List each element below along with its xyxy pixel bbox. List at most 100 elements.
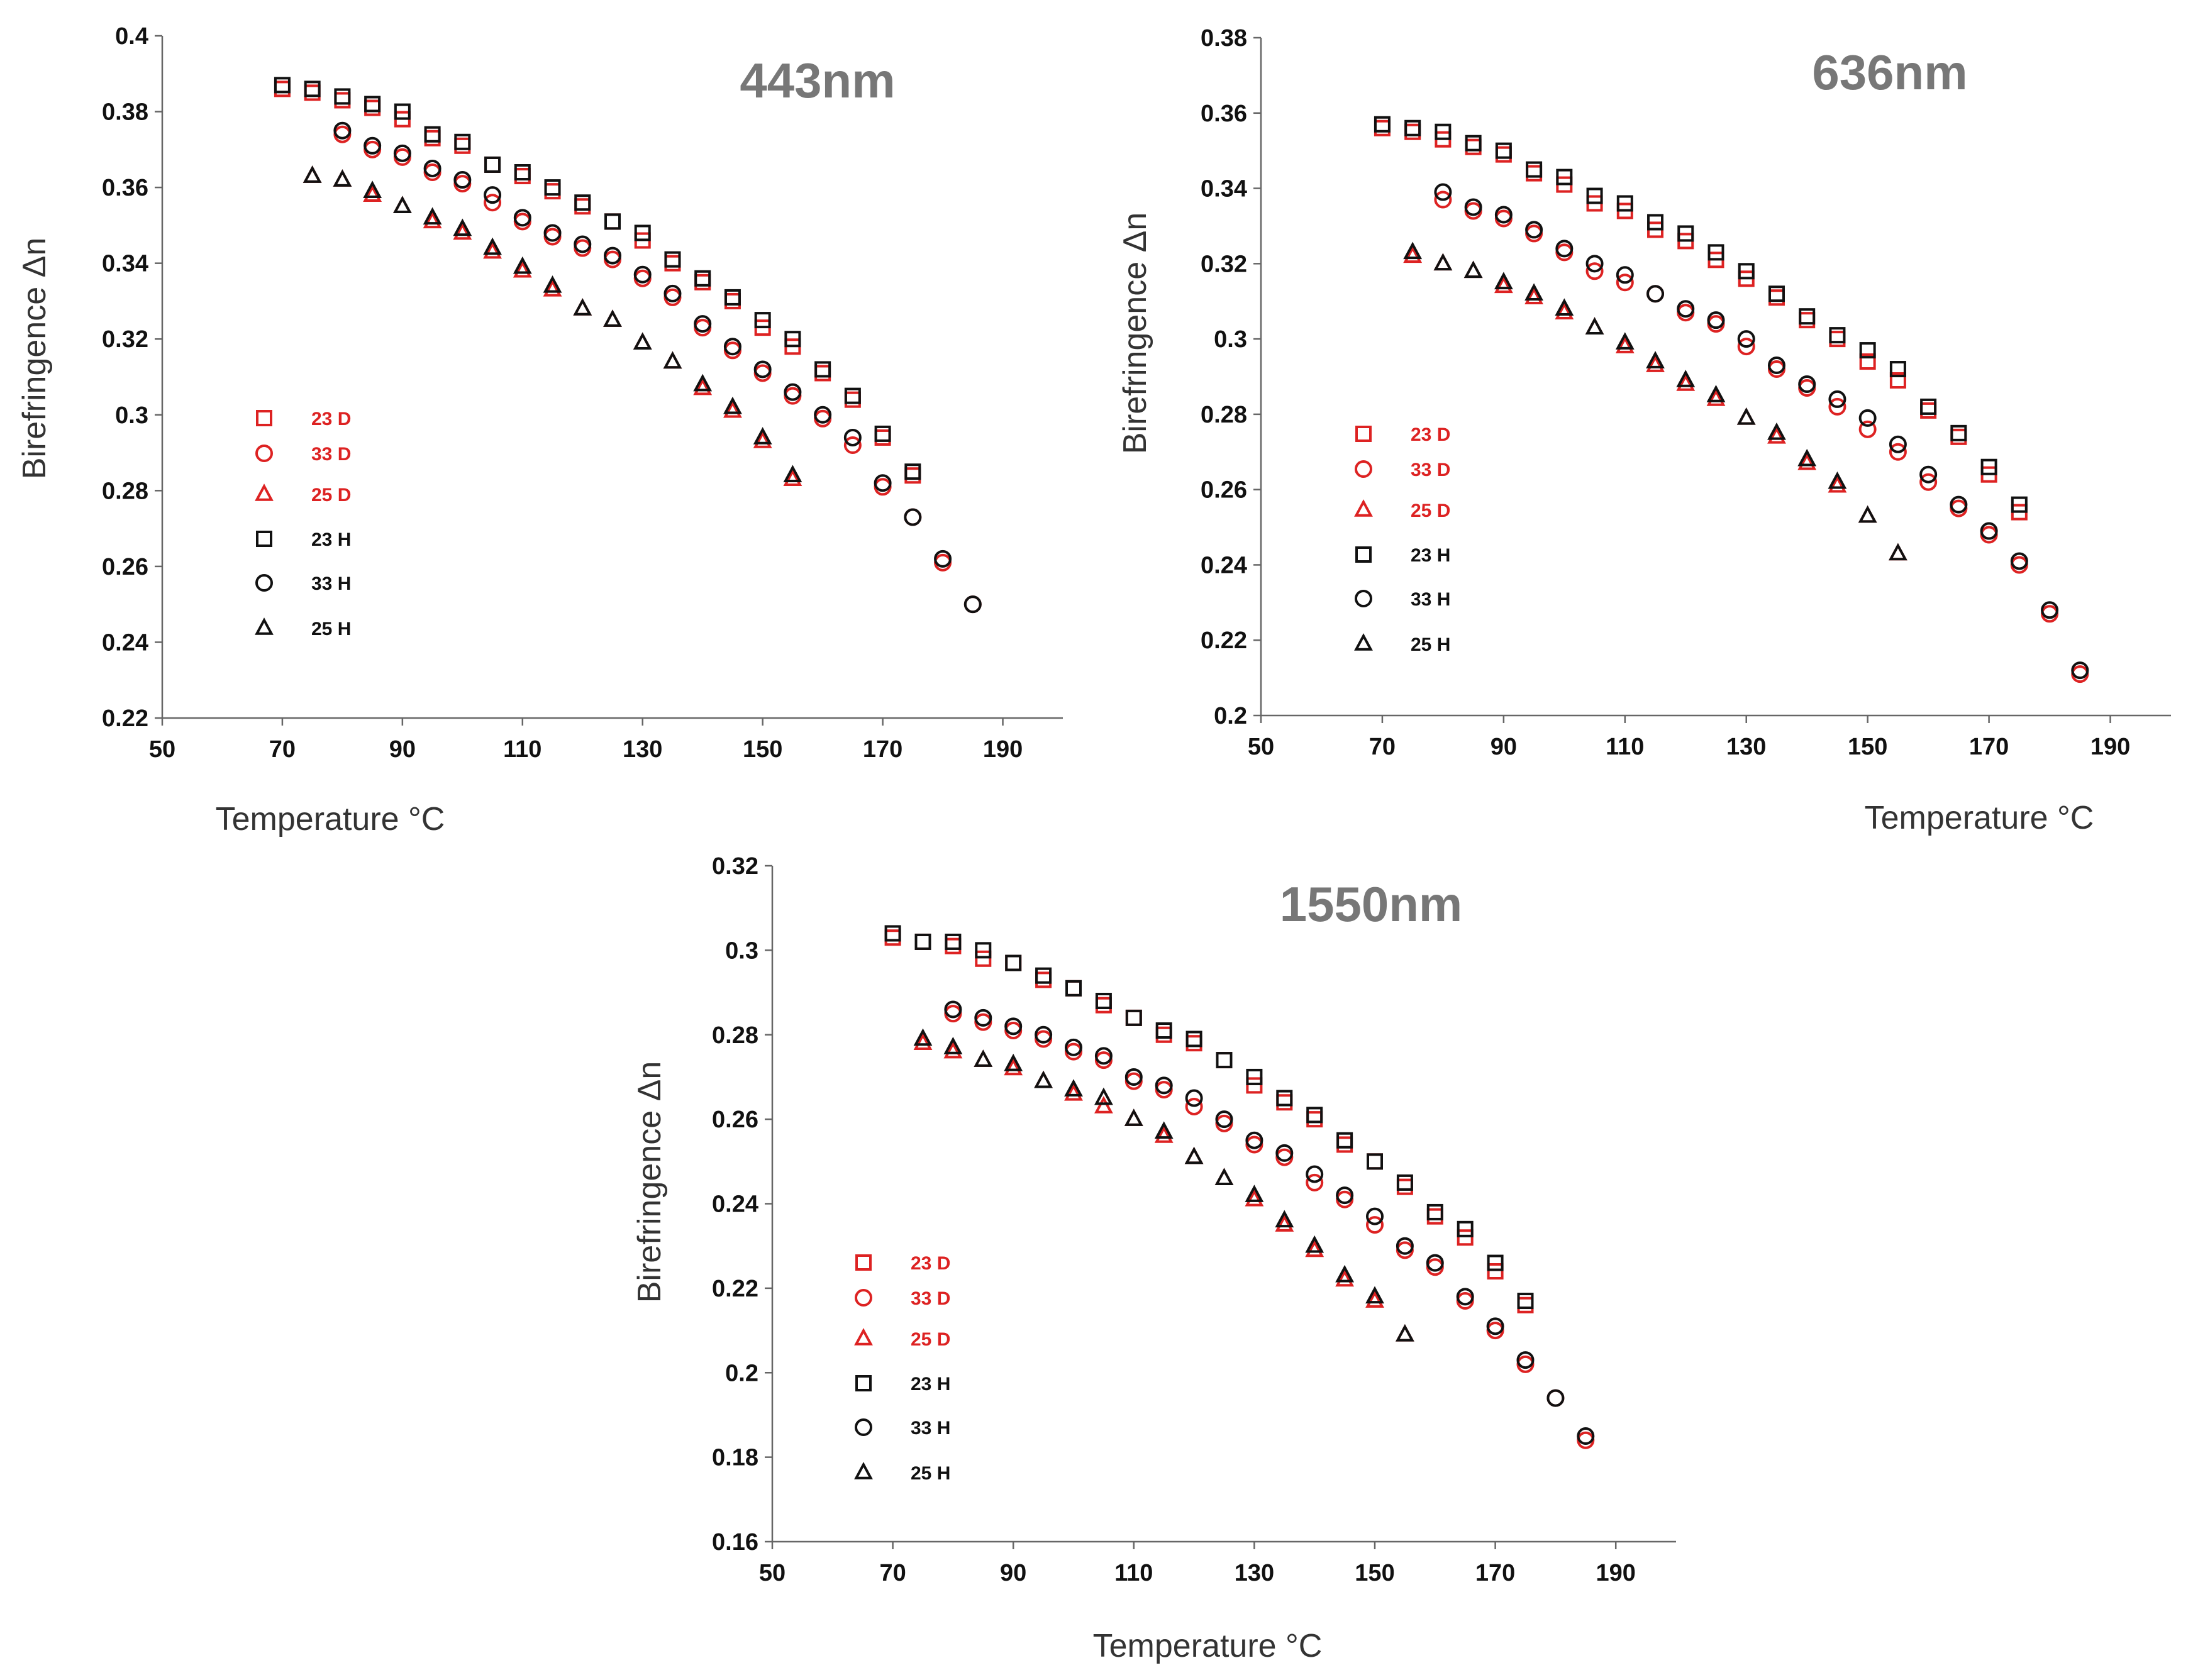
data-point [904,467,921,484]
data-point [1526,161,1543,178]
data-point [1646,285,1665,303]
data-point [333,169,352,187]
series-25-D [303,165,802,487]
data-point [974,1009,992,1027]
data-point [1615,332,1635,350]
data-point [1585,262,1604,280]
legend-marker [854,1328,873,1346]
data-point [574,198,591,215]
x-tick-label: 130 [1726,734,1766,760]
data-point [1396,1237,1414,1255]
y-tick-label: 0.34 [102,251,148,277]
data-point [663,284,682,302]
data-point [1676,370,1696,387]
y-tick-label: 0.28 [102,478,148,504]
data-point [1275,1210,1294,1228]
data-point [1004,1053,1023,1071]
data-point [1465,138,1482,155]
series-23-H [274,77,921,480]
data-point [664,251,681,268]
data-point [1526,165,1543,182]
data-point [694,274,711,290]
x-tick-label: 110 [503,736,541,763]
y-tick-label: 0.32 [102,326,148,353]
x-tick-label: 170 [1969,734,2009,760]
data-point [1403,245,1423,263]
data-point [1950,428,1967,445]
data-point [844,387,861,404]
data-point [274,77,291,94]
data-point [1374,116,1391,133]
y-tick-label: 0.3 [1214,326,1247,353]
series-33-H [1434,183,2089,680]
data-point [1828,471,1847,489]
data-point [1889,361,1906,378]
y-axis-title: Birefringence Δn [16,238,53,480]
legend-label: 25 H [911,1463,950,1484]
data-point [1950,424,1967,441]
data-point [484,156,501,173]
data-point [1035,967,1052,984]
y-tick-label: 0.3 [725,937,758,964]
legend-label: 33 D [311,444,351,465]
data-point [573,298,592,316]
data-point [1306,1165,1324,1183]
data-point [1275,1144,1294,1162]
y-tick-label: 0.24 [102,629,148,656]
data-point [604,213,621,230]
data-point [1403,241,1423,260]
data-point [1677,225,1694,242]
y-tick-label: 0.22 [1201,627,1247,654]
legend-label: 23 H [911,1374,950,1395]
data-point [1858,505,1877,523]
data-point [1707,311,1725,329]
data-point [1404,119,1421,136]
data-point [1185,1031,1202,1047]
data-point [1767,426,1786,444]
series-25-H [1403,241,1907,561]
legend-marker [854,1462,873,1479]
data-point [1216,1052,1233,1069]
data-point [1276,1094,1293,1111]
y-tick-label: 0.22 [712,1276,758,1302]
data-point [453,218,472,236]
data-point [604,213,621,230]
data-point [1396,1324,1414,1342]
data-point [304,84,321,101]
data-point [303,165,322,183]
y-tick-label: 0.24 [712,1191,758,1218]
y-axis-title: Birefringence Δn [631,1061,668,1303]
data-point [1858,420,1877,438]
series-25-H [303,165,802,483]
data-point [1095,993,1112,1009]
y-tick-label: 0.2 [725,1360,758,1386]
legend-label: 23 H [311,529,351,550]
data-point [753,360,772,379]
legend-marker [1355,546,1372,563]
data-point [1859,342,1876,359]
data-point [1768,289,1785,306]
y-tick-label: 0.16 [712,1529,758,1556]
legend-marker [855,1375,872,1391]
legend-label: 33 D [1411,460,1450,480]
data-point [1555,240,1574,258]
x-tick-label: 170 [1475,1560,1515,1586]
data-point [1495,142,1512,159]
legend-label: 25 D [911,1329,950,1350]
data-point [1798,375,1816,393]
data-point [454,133,471,150]
x-axis-title: Temperature °C [1093,1628,1323,1664]
data-point [1950,495,1968,514]
data-point [1858,409,1877,427]
data-point [574,235,592,253]
data-point [334,92,351,109]
data-point [884,925,901,942]
y-tick-label: 0.22 [102,705,148,732]
chart-title: 636nm [1812,45,1967,100]
data-point [513,209,531,227]
data-point [392,196,412,214]
data-point [1616,274,1634,292]
data-point [1586,187,1603,204]
data-point [1154,1121,1174,1139]
data-point [424,126,441,143]
